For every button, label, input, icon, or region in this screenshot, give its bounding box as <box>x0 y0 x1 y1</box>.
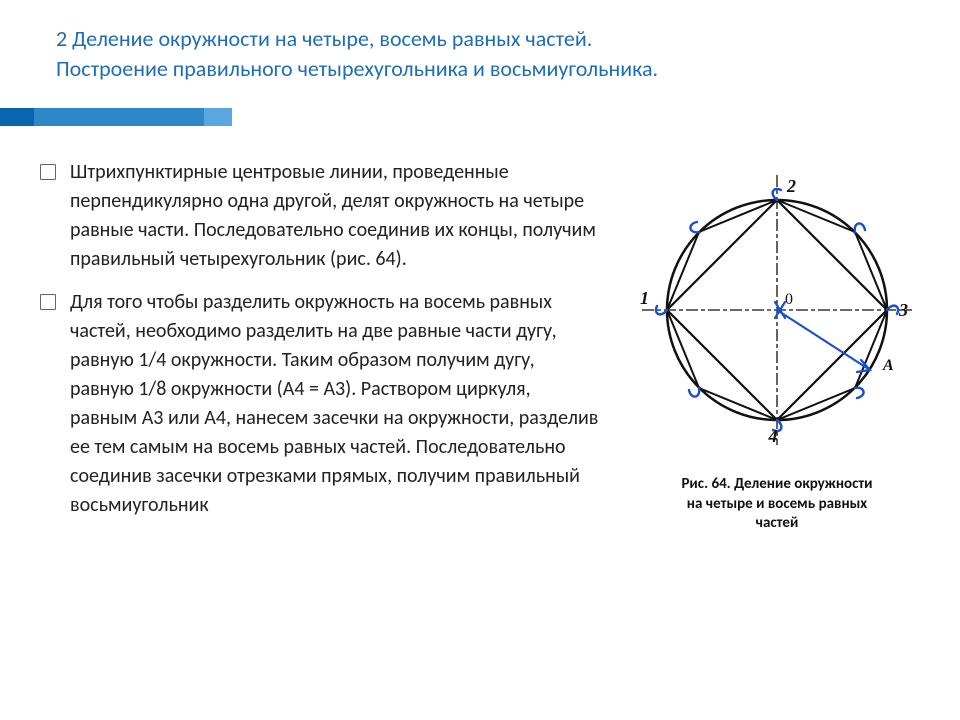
bullet-icon <box>40 164 56 180</box>
paragraph-1-text: Штрихпунктирные центровые линии, проведе… <box>70 158 600 274</box>
accent-segment-1 <box>0 108 34 126</box>
caption-line-2: на четыре и восемь равных <box>687 495 867 513</box>
figure-caption: Рис. 64. Деление окружности на четыре и … <box>622 475 932 534</box>
label-2: 2 <box>786 176 796 196</box>
paragraph-2: Для того чтобы разделить окружность на в… <box>40 288 600 520</box>
slide-title: 2 Деление окружности на четыре, восемь р… <box>56 24 916 83</box>
slide: 2 Деление окружности на четыре, восемь р… <box>0 0 960 720</box>
figure: 1 2 3 4 0 A Рис. 64. Деление окружности … <box>622 170 932 534</box>
figure-svg: 1 2 3 4 0 A <box>627 170 927 460</box>
caption-line-1: Рис. 64. Деление окружности <box>681 475 872 493</box>
accent-bar <box>0 108 960 126</box>
bullet-icon <box>40 294 56 310</box>
paragraph-2-text: Для того чтобы разделить окружность на в… <box>70 288 600 520</box>
label-4: 4 <box>768 426 778 446</box>
paragraph-1: Штрихпунктирные центровые линии, проведе… <box>40 158 600 274</box>
text-content: Штрихпунктирные центровые линии, проведе… <box>40 158 600 534</box>
accent-segment-3 <box>204 108 232 126</box>
label-A: A <box>882 357 894 374</box>
caption-line-3: частей <box>756 514 799 532</box>
compass-arrow <box>775 302 870 372</box>
label-1: 1 <box>640 288 649 308</box>
title-line-2: Построение правильного четырехугольника … <box>56 55 658 82</box>
title-line-1: 2 Деление окружности на четыре, восемь р… <box>56 25 592 52</box>
accent-segment-2 <box>34 108 204 126</box>
label-3: 3 <box>898 300 908 320</box>
label-center: 0 <box>785 291 793 308</box>
figure-labels: 1 2 3 4 0 A <box>640 176 908 446</box>
